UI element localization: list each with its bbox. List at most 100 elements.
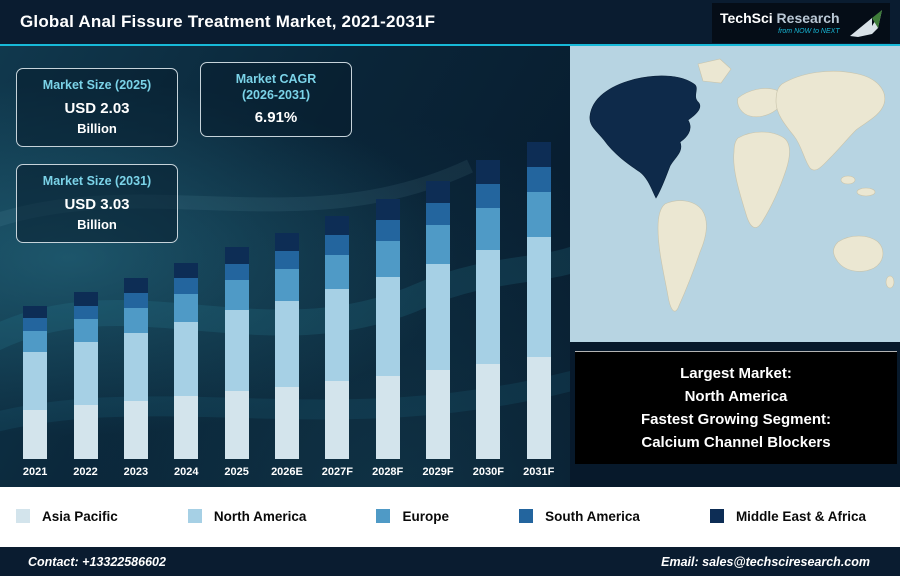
legend-swatch (709, 509, 724, 523)
legend-item-asia-pacific: Asia Pacific (16, 509, 118, 524)
info-box-value: 6.91% (254, 109, 298, 127)
info-box-title: Market CAGR (2026-2031) (235, 72, 317, 102)
bar-segment-europe (426, 224, 451, 264)
legend-item-south-america: South America (519, 509, 640, 524)
bar-column-2024: 2024 (162, 123, 210, 481)
x-axis-label: 2028F (372, 466, 404, 478)
bar-segment-asia-pacific (476, 363, 501, 459)
bar-segment-north-america (526, 236, 551, 358)
bar-segment-south-america (426, 202, 451, 225)
stacked-bar-2026e (274, 233, 299, 459)
info-box-title: Market Size (2031) (42, 174, 152, 188)
bar-column-2021: 2021 (11, 123, 59, 481)
bar-segment-south-america (123, 293, 148, 308)
callout-line: Calcium Channel Blockers (641, 434, 831, 451)
chart-panel: 2021 2022 2023 2024 2025 2026E 2027F 2028F 2029F… (0, 46, 570, 487)
info-box-value: USD 2.03 (64, 99, 130, 117)
bar-segment-europe (23, 330, 48, 352)
stacked-bar-2022 (73, 291, 98, 459)
bar-segment-middle-east-and-africa (73, 291, 98, 306)
bar-segment-asia-pacific (123, 401, 148, 459)
info-box-title: Market Size (2025) (42, 78, 152, 92)
bar-segment-north-america (123, 332, 148, 402)
bar-segment-asia-pacific (274, 386, 299, 459)
info-box-market-cagr: Market CAGR (2026-2031) 6.91% (200, 62, 352, 138)
bar-segment-europe (375, 240, 400, 278)
bar-segment-north-america (23, 351, 48, 410)
bar-column-2022: 2022 (62, 123, 110, 481)
arrow-icon (849, 10, 882, 37)
callout-line: North America (684, 388, 788, 405)
bar-segment-south-america (274, 251, 299, 270)
bar-segment-europe (224, 280, 249, 310)
x-axis-label: 2025 (224, 466, 249, 478)
bar-segment-asia-pacific (526, 357, 551, 459)
legend-swatch (187, 509, 202, 523)
stacked-bar-chart: 2021 2022 2023 2024 2025 2026E 2027F 2028F 2029F… (10, 123, 564, 481)
x-axis-label: 2022 (73, 466, 98, 478)
map-south-america (657, 200, 707, 312)
bar-segment-north-america (375, 277, 400, 376)
stacked-bar-2025 (224, 246, 249, 459)
stacked-bar-2027f (325, 215, 350, 459)
stacked-bar-2030f (476, 159, 501, 459)
world-map (570, 46, 900, 342)
map-africa (733, 131, 790, 228)
map-north-america (589, 75, 701, 199)
x-axis-label: 2023 (123, 466, 149, 478)
legend-label: South America (545, 508, 640, 524)
contact-info: Contact: +13322586602 (28, 554, 166, 569)
bar-column-2025: 2025 (213, 123, 261, 481)
bar-segment-north-america (325, 288, 350, 382)
bar-column-2031f: 2031F (515, 123, 563, 481)
email-info: Email: sales@techsciresearch.com (661, 554, 870, 569)
brand-name: TechSci Research (720, 11, 840, 26)
legend-label: Asia Pacific (42, 508, 118, 524)
bar-segment-south-america (476, 183, 501, 209)
legend-item-north-america: North America (187, 508, 307, 524)
brand-tagline: from NOW to NEXT (778, 27, 840, 35)
x-axis-label: 2029F (422, 466, 454, 478)
bar-column-2029f: 2029F (414, 123, 462, 481)
bar-segment-asia-pacific (325, 381, 350, 459)
bar-segment-middle-east-and-africa (174, 262, 199, 279)
bar-segment-middle-east-and-africa (526, 142, 551, 168)
x-axis-label: 2031F (523, 466, 555, 478)
stacked-bar-2029f (426, 180, 451, 459)
bar-segment-south-america (325, 235, 350, 256)
stacked-bar-2023 (123, 278, 148, 459)
legend-swatch (376, 509, 391, 523)
map-australia (833, 235, 884, 272)
bar-segment-asia-pacific (375, 376, 400, 459)
x-axis-label: 2027F (321, 466, 353, 478)
bar-segment-asia-pacific (224, 390, 249, 459)
bar-segment-middle-east-and-africa (476, 159, 501, 184)
x-axis-label: 2030F (472, 466, 504, 478)
brand-primary: TechSci (720, 9, 773, 26)
footer: Contact: +13322586602 Email: sales@techs… (0, 545, 900, 576)
techsci-logo: TechSci Research from NOW to NEXT (712, 3, 890, 43)
bar-segment-asia-pacific (73, 405, 98, 459)
bar-segment-asia-pacific (174, 396, 199, 459)
bar-segment-north-america (174, 321, 199, 396)
bar-segment-europe (476, 208, 501, 251)
bar-segment-asia-pacific (426, 369, 451, 459)
bar-segment-north-america (274, 300, 299, 387)
legend-label: North America (213, 508, 307, 524)
bar-segment-europe (325, 255, 350, 289)
callout-line: Fastest Growing Segment: (640, 411, 832, 428)
market-callout: Largest Market: North America Fastest Gr… (575, 351, 897, 464)
info-box-unit: Billion (77, 120, 117, 136)
stacked-bar-2021 (23, 305, 48, 459)
legend-item-europe: Europe (376, 509, 449, 524)
bar-segment-south-america (224, 263, 249, 281)
bar-segment-europe (123, 307, 148, 333)
bar-segment-south-america (73, 305, 98, 320)
info-box-market-size-2031: Market Size (2031) USD 3.03 Billion (16, 164, 178, 243)
legend-item-middle-east-africa: Middle East & Africa (709, 509, 866, 524)
bar-segment-north-america (426, 263, 451, 370)
bar-column-2028f: 2028F (364, 123, 412, 481)
brand-secondary: Research (772, 9, 840, 26)
x-axis-label: 2021 (22, 466, 48, 478)
